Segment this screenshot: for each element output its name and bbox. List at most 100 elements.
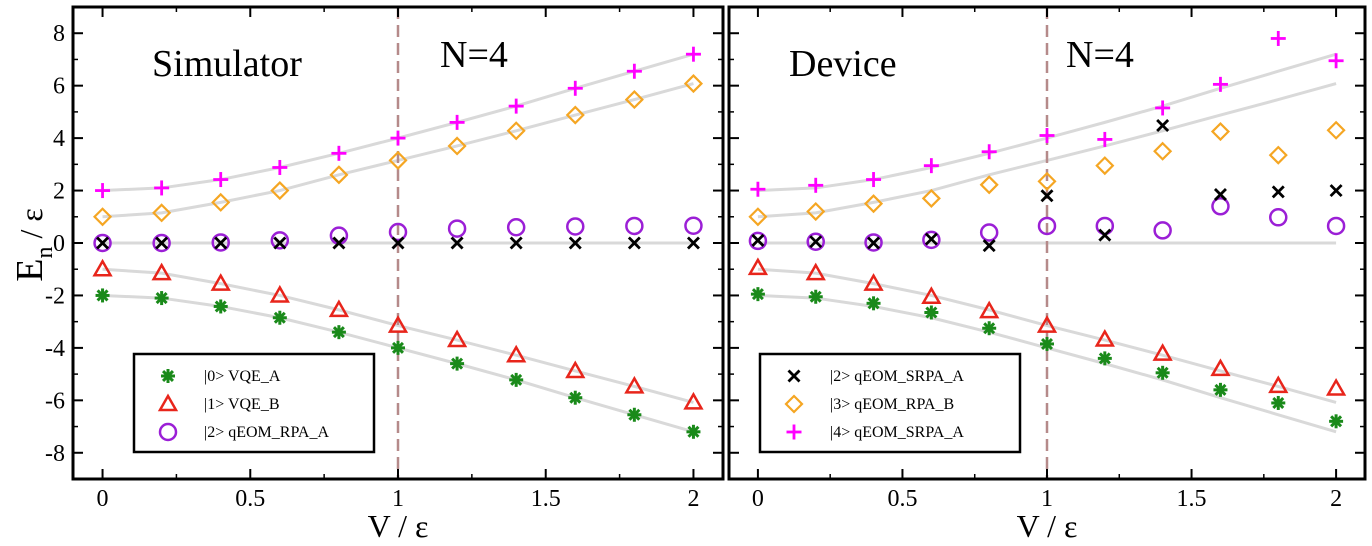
point-plus bbox=[1155, 100, 1171, 116]
point-cross bbox=[1040, 189, 1054, 203]
point-triangle bbox=[1325, 378, 1347, 396]
point-asterisk bbox=[509, 372, 524, 387]
point-triangle bbox=[387, 315, 409, 333]
point-cross bbox=[155, 236, 169, 250]
point-circle bbox=[93, 233, 112, 253]
x-tick-label: 0.5 bbox=[887, 486, 917, 512]
legend-label: |1> VQE_B bbox=[204, 396, 280, 413]
point-diamond bbox=[388, 150, 408, 170]
point-asterisk bbox=[808, 289, 823, 304]
legend: |2> qEOM_SRPA_A |3> qEOM_RPA_B |4> qEOM_SR… bbox=[758, 352, 1022, 454]
point-circle bbox=[388, 222, 408, 242]
point-triangle bbox=[1094, 328, 1115, 347]
legend-label: |2> qEOM_SRPA_A bbox=[830, 368, 964, 385]
x-tick-label: 1 bbox=[1041, 486, 1053, 512]
point-plus bbox=[808, 177, 824, 193]
point-triangle bbox=[269, 284, 290, 303]
point-triangle bbox=[979, 300, 1000, 319]
legend-label: |3> qEOM_RPA_B bbox=[830, 396, 954, 413]
point-cross bbox=[450, 236, 464, 250]
y-axis-title: En / ε bbox=[9, 208, 58, 282]
legend-label: |0> VQE_A bbox=[204, 368, 281, 385]
point-triangle bbox=[1210, 358, 1231, 377]
point-asterisk bbox=[391, 340, 405, 355]
x-tick-label: 0.5 bbox=[235, 486, 265, 512]
legend-marker-triangle bbox=[157, 393, 179, 412]
series-plus bbox=[750, 30, 1344, 197]
point-circle bbox=[447, 219, 467, 238]
point-circle bbox=[566, 217, 585, 236]
point-diamond bbox=[270, 180, 290, 201]
y-tick-label: 8 bbox=[53, 21, 65, 47]
point-diamond bbox=[565, 105, 585, 125]
point-triangle bbox=[92, 258, 113, 277]
legend-label: |4> qEOM_SRPA_A bbox=[830, 424, 964, 441]
panel-label: Device bbox=[789, 43, 897, 85]
point-asterisk bbox=[95, 288, 110, 303]
simulator-panel: 0 0.5 1 1.5 2 -8 -6 -4 -2 0 2 4 6 8 V / ε Simulator N=4 |… bbox=[45, 5, 725, 544]
point-plus bbox=[508, 98, 524, 114]
point-plus bbox=[626, 63, 642, 79]
n-annotation: N=4 bbox=[440, 34, 508, 76]
point-plus bbox=[1212, 76, 1228, 92]
point-plus bbox=[272, 159, 288, 175]
point-triangle bbox=[624, 375, 645, 394]
point-plus bbox=[95, 183, 111, 199]
point-plus bbox=[1328, 53, 1344, 69]
point-asterisk bbox=[866, 296, 881, 311]
point-cross bbox=[332, 236, 346, 250]
y-tick-label: 6 bbox=[53, 74, 65, 100]
x-tick-label: 1.5 bbox=[531, 486, 561, 512]
point-diamond bbox=[506, 121, 526, 141]
point-circle bbox=[864, 233, 883, 252]
point-triangle bbox=[1036, 315, 1058, 333]
point-triangle bbox=[328, 299, 350, 318]
point-cross bbox=[1156, 119, 1170, 133]
point-diamond bbox=[1210, 121, 1231, 142]
point-plus bbox=[1097, 131, 1113, 147]
y-axis-title-rest: / ε bbox=[13, 208, 49, 246]
point-asterisk bbox=[1271, 395, 1286, 410]
series-asterisk bbox=[95, 288, 701, 439]
x-tick-label: 2 bbox=[687, 486, 699, 512]
point-cross bbox=[627, 236, 641, 250]
point-circle bbox=[211, 233, 230, 252]
point-triangle bbox=[210, 273, 231, 291]
point-asterisk bbox=[213, 299, 228, 314]
point-cross bbox=[1271, 185, 1285, 199]
point-plus bbox=[154, 180, 170, 196]
point-diamond bbox=[806, 201, 826, 222]
point-plus bbox=[449, 114, 465, 130]
point-circle bbox=[748, 231, 768, 251]
legend-marker-asterisk bbox=[161, 369, 175, 383]
exact-curve-1 bbox=[102, 267, 694, 404]
point-diamond bbox=[329, 165, 349, 185]
point-cross bbox=[391, 236, 405, 250]
x-axis-title: V / ε bbox=[1017, 508, 1078, 544]
series-asterisk bbox=[750, 287, 1344, 429]
point-cross bbox=[924, 232, 938, 246]
point-diamond bbox=[748, 207, 768, 227]
point-circle bbox=[152, 233, 171, 253]
device-panel: 0 0.5 1 1.5 2 V / ε Device N=4 |2> qEOM_SRPA_A |3… bbox=[727, 5, 1367, 544]
x-tick-label: 2 bbox=[1330, 486, 1342, 512]
series-diamond bbox=[748, 120, 1346, 227]
point-cross bbox=[273, 236, 287, 250]
legend-marker-cross bbox=[787, 369, 801, 383]
legend-marker-diamond bbox=[784, 394, 804, 414]
legend-label: |2> qEOM_RPA_A bbox=[204, 424, 329, 441]
point-diamond bbox=[1037, 171, 1057, 191]
point-plus bbox=[685, 46, 701, 62]
y-tick-label: 4 bbox=[53, 126, 65, 152]
point-plus bbox=[213, 172, 229, 188]
point-circle bbox=[806, 232, 825, 251]
legend-box bbox=[758, 352, 1022, 454]
exact-curve-1 bbox=[757, 267, 1337, 404]
panel-label: Simulator bbox=[152, 43, 302, 85]
point-diamond bbox=[921, 188, 941, 208]
point-cross bbox=[214, 236, 228, 250]
point-asterisk bbox=[450, 356, 465, 371]
point-triangle bbox=[565, 360, 586, 379]
x-tick-label: 1.5 bbox=[1177, 486, 1207, 512]
point-diamond bbox=[683, 74, 704, 94]
